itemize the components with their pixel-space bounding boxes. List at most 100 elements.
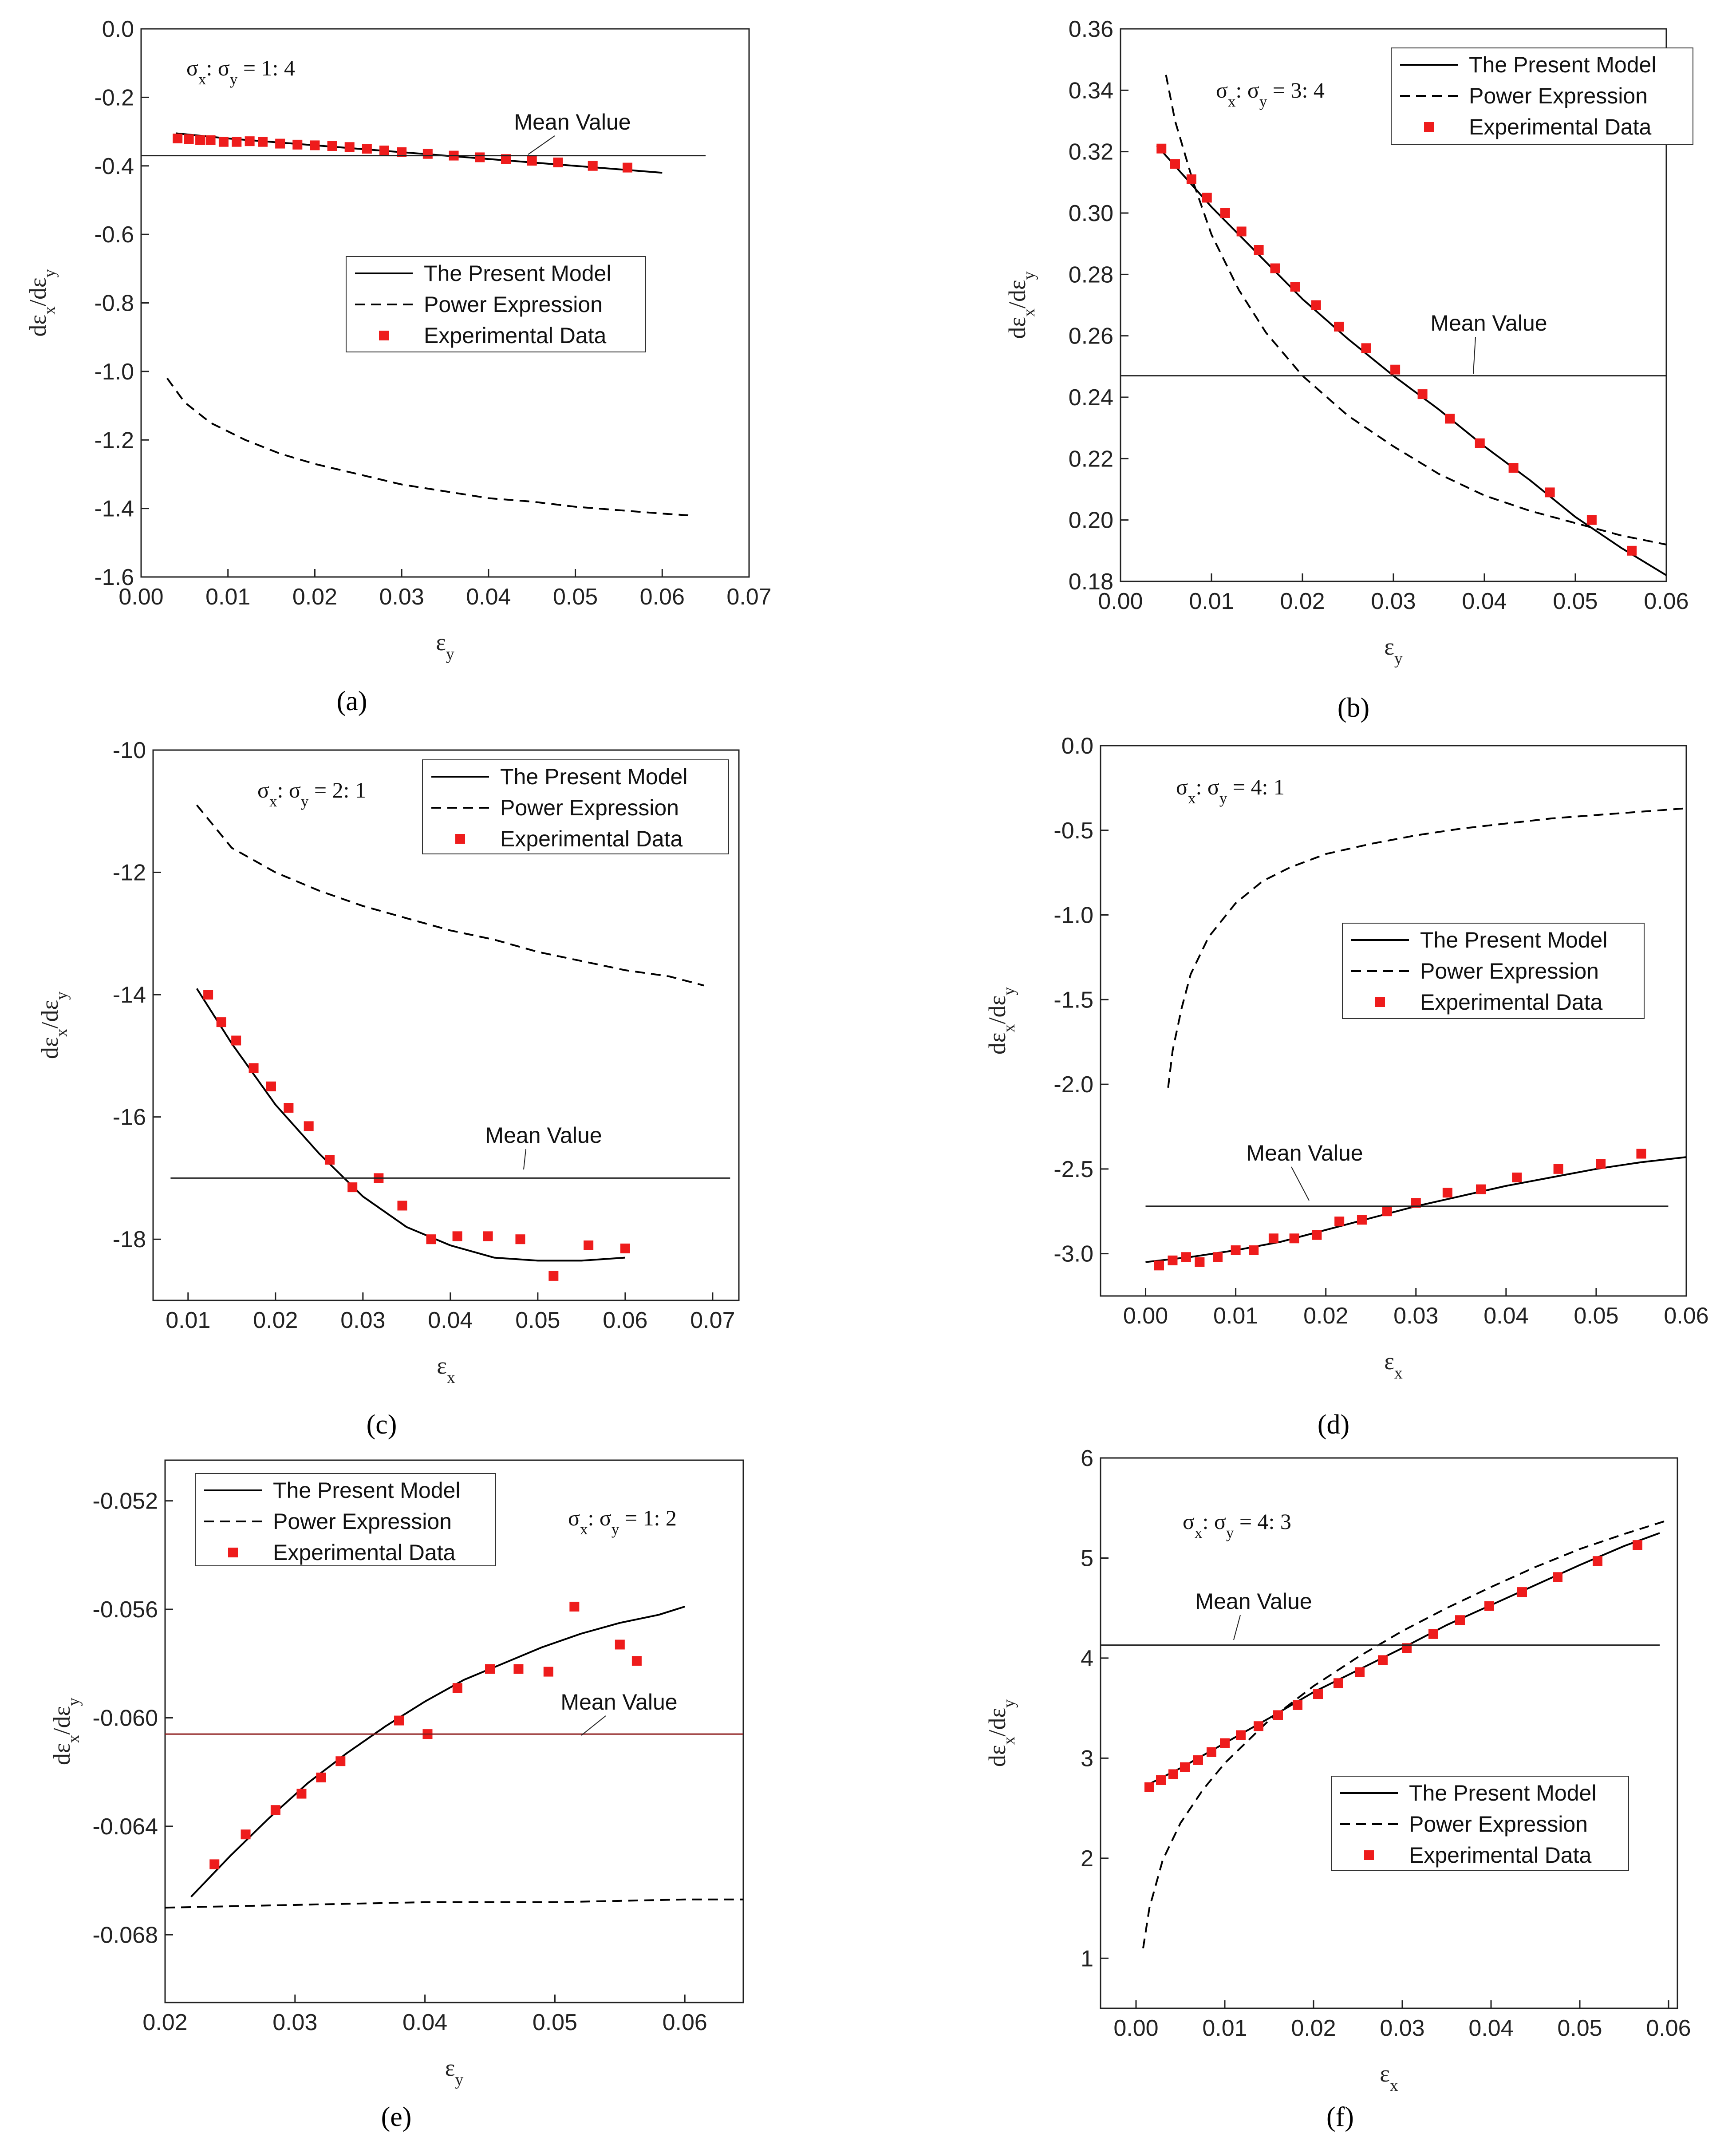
x-tick-label: 0.01 (1189, 589, 1234, 614)
experimental-data-point (266, 1081, 276, 1091)
legend: The Present Model Power Expression Experim… (1342, 923, 1645, 1019)
experimental-data-point (1311, 300, 1321, 310)
experimental-data-point (527, 156, 537, 166)
experimental-data-point (1475, 438, 1485, 448)
legend-entry: Experimental Data (1409, 1843, 1591, 1868)
x-tick-label: 0.04 (1462, 589, 1507, 614)
y-tick-label: -2.5 (1053, 1157, 1093, 1182)
experimental-data-point (1553, 1164, 1563, 1174)
experimental-data-point (1207, 1747, 1216, 1757)
experimental-data-point (1355, 1667, 1365, 1677)
x-axis-label: εy (1384, 633, 1403, 668)
experimental-data-point (310, 140, 320, 150)
experimental-data-point (344, 142, 355, 152)
experimental-data-point (1168, 1255, 1178, 1265)
y-axis-label: dεx/dεy (48, 1698, 83, 1765)
experimental-data-point (203, 990, 213, 1000)
x-tick-label: 0.01 (1213, 1303, 1258, 1329)
present-model-line (190, 1605, 685, 1898)
y-axis-label: dεx/dεy (36, 992, 71, 1059)
x-tick-label: 0.05 (533, 2010, 577, 2035)
experimental-data-point (422, 149, 433, 159)
stress-ratio-label: σx: σy = 1: 4 (186, 55, 295, 88)
experimental-data-point (1181, 1252, 1191, 1262)
experimental-data-point (553, 158, 563, 168)
x-tick-label: 0.02 (1291, 2015, 1336, 2041)
y-tick-label: -12 (113, 860, 146, 886)
experimental-data-point (1254, 1721, 1263, 1731)
experimental-data-point (1186, 174, 1196, 184)
legend: The Present Model Power Expression Experim… (1331, 1776, 1629, 1871)
x-tick-label: 0.03 (1380, 2015, 1424, 2041)
stress-ratio-label: σx: σy = 4: 3 (1183, 1509, 1291, 1541)
experimental-data-point (1361, 343, 1371, 353)
y-tick-label: -0.4 (94, 154, 134, 179)
legend-entry: Power Expression (273, 1509, 452, 1534)
x-tick-label: 0.06 (1646, 2015, 1691, 2041)
experimental-data-point (397, 1201, 407, 1211)
x-tick-label: 0.01 (166, 1308, 210, 1333)
legend-entry: Experimental Data (1420, 990, 1602, 1015)
experimental-data-point (249, 1063, 259, 1073)
experimental-data-point (362, 144, 372, 154)
power-expression-line (166, 378, 689, 517)
y-tick-label: 2 (1081, 1846, 1093, 1872)
experimental-data-point (173, 134, 183, 143)
y-tick-label: -0.052 (93, 1489, 158, 1514)
experimental-data-point (1517, 1587, 1527, 1597)
legend-box (422, 759, 729, 854)
y-axis-label: dεx/dεy (24, 269, 59, 336)
experimental-data-point (216, 1017, 226, 1027)
experimental-data-point (1154, 1260, 1164, 1271)
experimental-data-point (426, 1234, 436, 1244)
x-tick-label: 0.07 (726, 584, 771, 610)
legend-entry: Experimental Data (1469, 115, 1651, 139)
x-tick-label: 0.03 (340, 1308, 385, 1333)
y-tick-label: -1.0 (94, 359, 134, 385)
experimental-data-point (1382, 1206, 1392, 1217)
experimental-data-point (631, 1656, 642, 1666)
x-tick-label: 0.05 (553, 584, 598, 610)
legend-swatch-data (1424, 122, 1434, 132)
experimental-data-point (296, 1789, 307, 1799)
experimental-data-point (347, 1182, 358, 1193)
x-tick-label: 0.05 (1557, 2015, 1602, 2041)
panel-caption: (c) (367, 1410, 397, 1440)
legend: The Present Model Power Expression Experim… (346, 256, 646, 352)
experimental-data-point (1168, 1769, 1178, 1779)
experimental-data-point (452, 1231, 462, 1241)
plot-area (141, 132, 706, 517)
y-tick-label: 0.34 (1069, 78, 1113, 103)
y-tick-label: -0.8 (94, 291, 134, 316)
experimental-data-point (379, 146, 389, 156)
experimental-data-point (1290, 282, 1300, 292)
present-model-line (1144, 1532, 1660, 1787)
mean-value-label: Mean Value (560, 1690, 677, 1714)
power-expression-line (196, 804, 704, 987)
x-tick-label: 0.06 (1644, 589, 1689, 614)
experimental-data-point (1312, 1230, 1322, 1240)
plot-area (165, 1601, 743, 1909)
x-tick-label: 0.06 (1664, 1303, 1708, 1329)
legend-entry: Power Expression (1409, 1812, 1588, 1837)
chart-panel-d: 0.00 0.01 0.02 0.03 0.04 0.05 0.06 -3.0 -2.5 -2.0… (984, 733, 1709, 1440)
experimental-data-point (569, 1601, 580, 1612)
x-axis-label: εx (1380, 2060, 1398, 2095)
y-tick-label: 0.28 (1069, 262, 1113, 288)
power-expression-line (1165, 75, 1666, 545)
panel-caption: (d) (1318, 1410, 1349, 1440)
experimental-data-point (1231, 1245, 1241, 1255)
experimental-data-point (1202, 193, 1212, 203)
y-tick-label: -0.5 (1053, 818, 1093, 844)
y-tick-label: 0.32 (1069, 139, 1113, 165)
experimental-data-point (275, 138, 285, 149)
experimental-data-point (335, 1756, 346, 1766)
experimental-data-point (1144, 1782, 1154, 1792)
mean-value-label: Mean Value (1246, 1141, 1363, 1165)
mean-value-pointer (581, 1715, 606, 1736)
plot-frame (152, 749, 740, 1301)
legend-swatch-data (1375, 997, 1385, 1007)
plot-area (170, 804, 730, 1281)
experimental-data-point (548, 1271, 559, 1281)
